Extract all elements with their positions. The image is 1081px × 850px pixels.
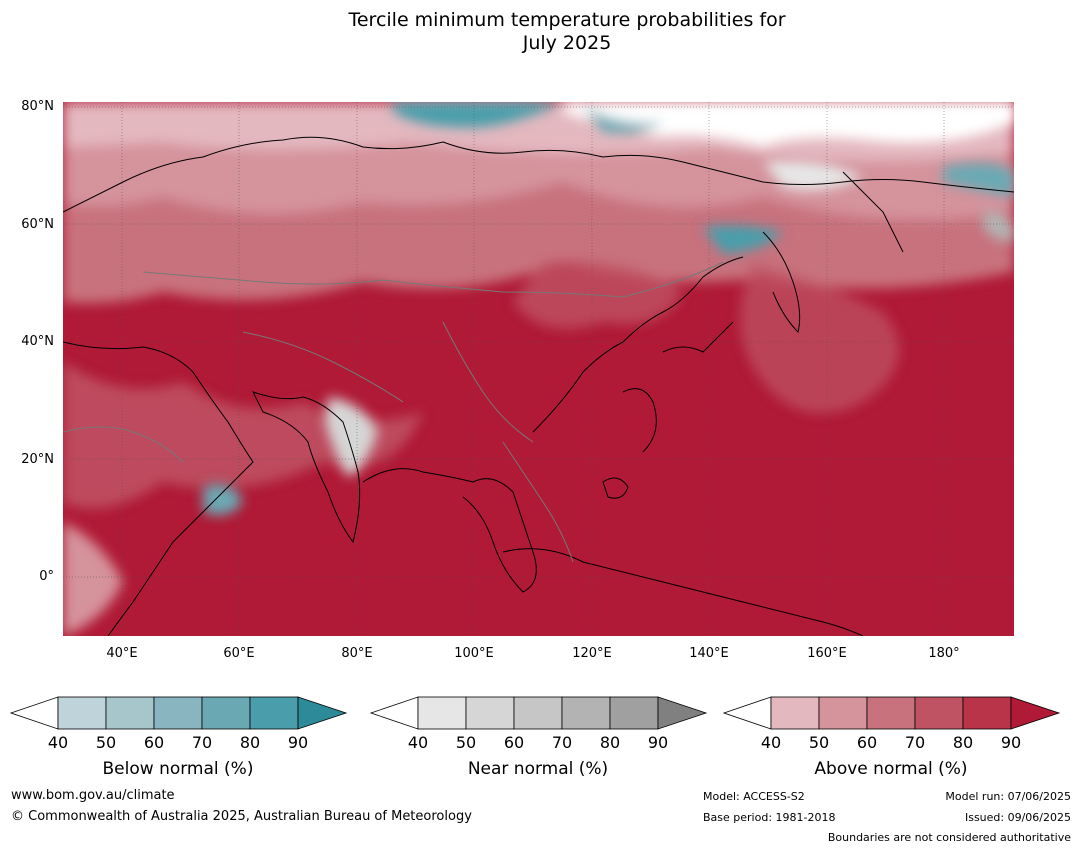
map-canvas	[63, 102, 1014, 636]
tick: 70	[904, 733, 926, 752]
lon-label-180: 180°	[928, 646, 960, 661]
model-run-text: Model run: 07/06/2025	[945, 790, 1071, 803]
tick: 60	[503, 733, 525, 752]
base-period-text: Base period: 1981-2018	[703, 811, 836, 824]
lat-label-0: 0°	[39, 569, 54, 584]
tick: 80	[952, 733, 974, 752]
colorbar-above-title: Above normal (%)	[814, 759, 968, 779]
lon-label-40e: 40°E	[106, 646, 138, 661]
tick: 90	[647, 733, 669, 752]
title-line-1: Tercile minimum temperature probabilitie…	[348, 9, 786, 31]
tick: 40	[47, 733, 69, 752]
lon-label-60e: 60°E	[223, 646, 255, 661]
lon-label-120e: 120°E	[572, 646, 612, 661]
lat-label-40n: 40°N	[21, 334, 54, 349]
disclaimer-text: Boundaries are not considered authoritat…	[827, 831, 1071, 844]
tick: 90	[287, 733, 309, 752]
colorbar-near-title: Near normal (%)	[467, 759, 609, 779]
coastlines	[63, 136, 1014, 636]
colorbar-below-title: Below normal (%)	[102, 759, 254, 779]
lat-label-80n: 80°N	[21, 99, 54, 114]
issued-text: Issued: 09/06/2025	[964, 811, 1071, 824]
tick: 80	[239, 733, 261, 752]
lat-label-60n: 60°N	[21, 217, 54, 232]
tick: 50	[808, 733, 830, 752]
probability-map	[63, 102, 1014, 636]
lon-label-160e: 160°E	[807, 646, 847, 661]
tick: 40	[760, 733, 782, 752]
tick: 80	[599, 733, 621, 752]
map-title: Tercile minimum temperature probabilitie…	[0, 9, 1081, 55]
lon-label-80e: 80°E	[341, 646, 373, 661]
lon-label-140e: 140°E	[689, 646, 729, 661]
tick: 60	[143, 733, 165, 752]
colorbar-near-normal	[370, 696, 708, 730]
copyright-text: © Commonwealth of Australia 2025, Austra…	[11, 809, 472, 824]
graticule	[63, 102, 1014, 636]
colorbar-above-normal	[723, 696, 1061, 730]
model-text: Model: ACCESS-S2	[703, 790, 805, 803]
colorbar-below-normal	[10, 696, 348, 730]
tick: 70	[191, 733, 213, 752]
title-line-2: July 2025	[522, 32, 612, 54]
tick: 60	[856, 733, 878, 752]
tick: 90	[1000, 733, 1022, 752]
lat-label-20n: 20°N	[21, 452, 54, 467]
lon-label-100e: 100°E	[454, 646, 494, 661]
tick: 50	[455, 733, 477, 752]
country-boundaries	[63, 261, 724, 563]
tick: 50	[95, 733, 117, 752]
website-link[interactable]: www.bom.gov.au/climate	[11, 788, 175, 803]
tick: 70	[551, 733, 573, 752]
tick: 40	[407, 733, 429, 752]
